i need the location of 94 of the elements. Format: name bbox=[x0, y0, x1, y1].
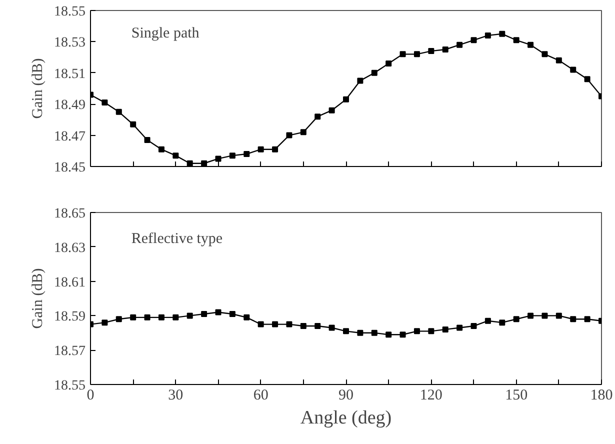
point bbox=[286, 132, 292, 138]
point bbox=[442, 46, 448, 52]
y-tick-label: 18.65 bbox=[54, 206, 86, 222]
point bbox=[258, 321, 264, 328]
point bbox=[172, 152, 179, 159]
x-tick-label: 60 bbox=[253, 388, 268, 404]
y-tick-label: 18.55 bbox=[54, 4, 86, 20]
point bbox=[470, 323, 477, 330]
y-tick-label: 18.49 bbox=[54, 98, 86, 114]
point bbox=[556, 312, 562, 319]
point bbox=[414, 328, 420, 334]
point bbox=[513, 316, 520, 322]
point bbox=[499, 30, 506, 37]
point bbox=[456, 324, 463, 331]
point bbox=[172, 314, 179, 320]
point bbox=[144, 136, 150, 143]
annotation: Single path bbox=[131, 26, 200, 42]
y-tick-label: 18.59 bbox=[54, 310, 86, 325]
point bbox=[570, 316, 576, 322]
y-tick-label: 18.51 bbox=[54, 66, 86, 82]
y-tick-label: 18.55 bbox=[54, 378, 86, 394]
x-tick-label: 120 bbox=[420, 388, 442, 404]
point bbox=[300, 129, 306, 136]
point bbox=[144, 314, 150, 320]
y-axis-title: Gain (dB) bbox=[30, 58, 46, 119]
y-axis-title: Gain (dB) bbox=[30, 268, 46, 329]
point bbox=[244, 314, 250, 320]
point bbox=[215, 309, 222, 316]
point bbox=[484, 32, 491, 38]
point bbox=[343, 328, 349, 334]
point bbox=[528, 42, 534, 48]
point bbox=[314, 323, 321, 330]
point bbox=[528, 312, 534, 319]
point bbox=[371, 70, 378, 76]
x-axis-title: Angle (deg) bbox=[300, 408, 392, 428]
x-tick-label: 150 bbox=[505, 388, 528, 404]
point bbox=[186, 312, 193, 319]
point bbox=[542, 312, 548, 319]
point bbox=[102, 320, 108, 326]
point bbox=[229, 152, 236, 159]
point bbox=[201, 310, 208, 317]
point bbox=[386, 60, 392, 67]
y-tick-label: 18.45 bbox=[54, 160, 86, 176]
point bbox=[428, 48, 434, 54]
point bbox=[158, 314, 164, 320]
y-tick-label: 18.57 bbox=[54, 344, 86, 360]
point bbox=[456, 42, 463, 48]
x-tick-label: 0 bbox=[86, 388, 94, 404]
y-tick-label: 18.61 bbox=[54, 275, 86, 290]
point bbox=[229, 310, 236, 317]
point bbox=[513, 37, 520, 44]
point bbox=[542, 51, 548, 58]
point bbox=[357, 330, 364, 336]
y-tick-label: 18.47 bbox=[54, 129, 86, 144]
point bbox=[300, 323, 306, 330]
point bbox=[470, 37, 477, 44]
point bbox=[328, 107, 335, 114]
point bbox=[570, 66, 576, 73]
x-tick-label: 30 bbox=[168, 388, 184, 404]
point bbox=[442, 326, 448, 332]
point bbox=[286, 321, 292, 328]
x-tick-label: 90 bbox=[338, 388, 354, 404]
point bbox=[201, 160, 208, 166]
point bbox=[584, 76, 590, 82]
point bbox=[158, 146, 164, 152]
point bbox=[130, 121, 136, 128]
point bbox=[499, 320, 506, 326]
point bbox=[414, 51, 420, 58]
y-tick-label: 18.63 bbox=[54, 240, 86, 256]
point bbox=[186, 160, 193, 166]
point bbox=[272, 321, 278, 328]
point bbox=[258, 146, 264, 152]
point bbox=[584, 316, 590, 322]
point bbox=[314, 114, 321, 120]
point bbox=[371, 330, 378, 336]
point bbox=[116, 316, 122, 322]
point bbox=[400, 332, 406, 338]
point bbox=[244, 151, 250, 158]
point bbox=[328, 324, 335, 331]
point bbox=[215, 156, 222, 162]
point bbox=[357, 78, 364, 84]
y-tick-label: 18.53 bbox=[54, 36, 86, 51]
point bbox=[428, 328, 434, 334]
point bbox=[102, 100, 108, 106]
point bbox=[343, 96, 349, 102]
point bbox=[400, 51, 406, 58]
point bbox=[272, 146, 278, 152]
x-tick-label: 180 bbox=[590, 388, 613, 404]
point bbox=[130, 314, 136, 320]
point bbox=[556, 57, 562, 64]
point bbox=[116, 108, 122, 115]
point bbox=[484, 318, 491, 324]
point bbox=[386, 332, 392, 338]
annotation: Reflective type bbox=[131, 230, 223, 247]
